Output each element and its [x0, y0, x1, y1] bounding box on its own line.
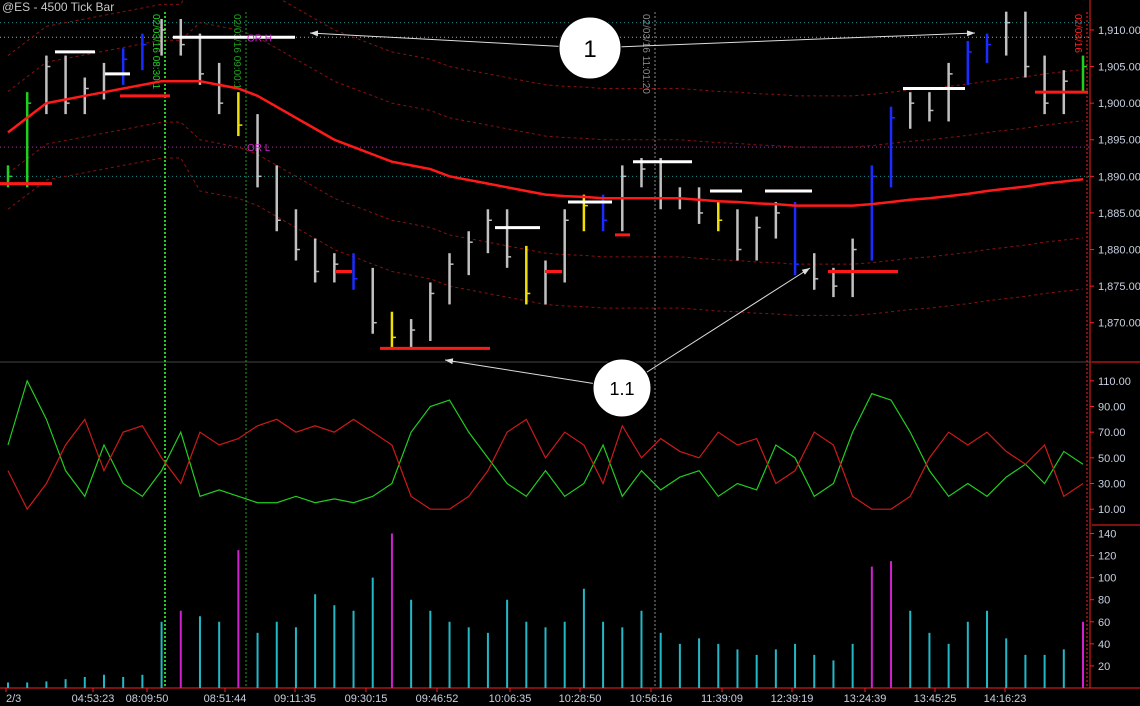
- time-tick-label: 10:56:16: [630, 693, 673, 705]
- envelope-band: [7, 22, 1084, 148]
- volume-tick-label: 60: [1098, 617, 1110, 629]
- time-tick-label: 13:45:25: [914, 693, 957, 705]
- time-tick-label: 2/3: [6, 693, 21, 705]
- price-tick-label: 1,900.00: [1098, 98, 1140, 110]
- price-tick-label: 1,885.00: [1098, 208, 1140, 220]
- time-tick-label: 14:16:23: [984, 693, 1027, 705]
- volume-tick-label: 40: [1098, 639, 1110, 651]
- or-high-label: OR H: [247, 33, 272, 44]
- chart-title: @ES - 4500 Tick Bar: [2, 0, 115, 14]
- time-tick-label: 10:06:35: [489, 693, 532, 705]
- oscillator-line: [7, 379, 1084, 504]
- envelope-band: [7, 121, 1084, 265]
- time-tick-label: 11:39:09: [701, 693, 743, 705]
- price-tick-label: 1,910.00: [1098, 25, 1140, 37]
- callout-circle: [558, 16, 622, 80]
- oscillator-line: [7, 418, 1084, 511]
- volume-tick-label: 100: [1098, 573, 1116, 585]
- session-line-label: 02/03/16 09:00:1: [231, 14, 242, 90]
- callout-arrow: [621, 267, 811, 389]
- oscillator-tick-label: 30.00: [1098, 479, 1126, 491]
- time-tick-label: 08:51:44: [204, 693, 247, 705]
- oscillator-tick-label: 50.00: [1098, 453, 1126, 465]
- oscillator-tick-label: 110.00: [1098, 376, 1131, 388]
- price-tick-label: 1,880.00: [1098, 245, 1140, 257]
- volume-tick-label: 80: [1098, 595, 1110, 607]
- callout-1-label: 1: [583, 36, 596, 63]
- oscillator-tick-label: 90.00: [1098, 402, 1126, 414]
- session-line-label: 02/03/16: [1072, 14, 1083, 53]
- time-tick-label: 09:46:52: [416, 693, 459, 705]
- time-tick-label: 12:39:19: [771, 693, 814, 705]
- volume-tick-label: 120: [1098, 551, 1116, 563]
- time-tick-label: 08:09:50: [126, 693, 169, 705]
- price-tick-label: 1,890.00: [1098, 171, 1140, 183]
- time-tick-label: 13:24:39: [844, 693, 887, 705]
- moving-average-line: [7, 79, 1084, 207]
- price-tick-label: 1,905.00: [1098, 62, 1140, 74]
- session-line-label: 02/03/16 11:01:20: [640, 14, 651, 94]
- callout-arrow: [444, 358, 623, 389]
- oscillator-tick-label: 70.00: [1098, 427, 1126, 439]
- callout-arrow: [589, 30, 976, 49]
- time-tick-label: 09:30:15: [345, 693, 388, 705]
- time-tick-label: 04:53:23: [72, 693, 115, 705]
- callout-circle: [592, 358, 652, 418]
- callout-1-1-label: 1.1: [609, 379, 634, 399]
- callout-arrow: [309, 30, 591, 49]
- time-tick-label: 09:11:35: [274, 693, 316, 705]
- oscillator-tick-label: 10.00: [1098, 504, 1126, 516]
- or-low-label: OR L: [247, 143, 271, 154]
- price-tick-label: 1,870.00: [1098, 318, 1140, 330]
- time-tick-label: 10:28:50: [559, 693, 602, 705]
- session-line-label: 02/03/16 08:30:1: [150, 14, 161, 90]
- volume-tick-label: 20: [1098, 661, 1110, 673]
- envelope-band: [7, 0, 1084, 97]
- price-tick-label: 1,875.00: [1098, 281, 1140, 293]
- volume-tick-label: 140: [1098, 529, 1116, 541]
- price-tick-label: 1,895.00: [1098, 135, 1140, 147]
